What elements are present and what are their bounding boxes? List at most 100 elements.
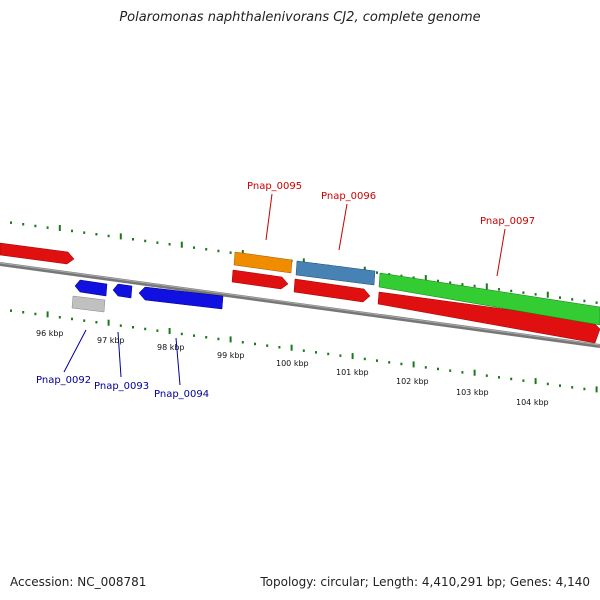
gene-label-pnap-0097[interactable]: Pnap_0097	[480, 216, 535, 227]
minor-tick	[205, 248, 208, 251]
minor-tick	[229, 251, 232, 254]
minor-tick	[412, 276, 415, 279]
genome-backbone	[0, 262, 600, 348]
minor-tick	[168, 243, 171, 246]
major-tick	[485, 283, 488, 290]
genome-summary-text: Topology: circular; Length: 4,410,291 bp…	[260, 575, 590, 589]
minor-tick	[571, 298, 574, 301]
gene-pnap-0094[interactable]	[138, 286, 224, 310]
gene-pnap-0095[interactable]	[233, 251, 293, 274]
minor-tick	[315, 351, 317, 354]
scale-label: 100 kbp	[276, 359, 309, 368]
major-tick	[302, 258, 305, 265]
reverse-feature-track	[71, 279, 224, 313]
gene-pnap-0096[interactable]	[295, 260, 376, 286]
minor-tick	[144, 327, 147, 331]
major-tick	[595, 386, 598, 393]
major-tick	[46, 311, 49, 318]
minor-tick	[571, 386, 574, 389]
inner-tick-track	[10, 309, 598, 393]
minor-tick	[376, 271, 378, 274]
gene-labels: Pnap_0095 Pnap_0096 Pnap_0097 Pnap_0092 …	[36, 181, 535, 400]
minor-tick	[132, 326, 134, 329]
minor-tick	[71, 317, 73, 321]
minor-tick	[437, 279, 439, 283]
minor-tick	[522, 379, 525, 382]
label-leaders	[63, 193, 506, 386]
major-tick	[473, 369, 476, 376]
minor-tick	[107, 234, 110, 238]
cds-feature[interactable]	[231, 269, 289, 290]
gene-label-pnap-0094[interactable]: Pnap_0094	[154, 389, 209, 400]
minor-tick	[498, 288, 500, 291]
scale-label: 98 kbp	[157, 343, 185, 352]
gene-label-pnap-0092[interactable]: Pnap_0092	[36, 375, 91, 386]
major-tick	[546, 291, 549, 298]
forward-feature-track	[233, 251, 600, 326]
minor-tick	[266, 344, 269, 347]
scale-label: 99 kbp	[217, 351, 245, 360]
major-tick	[119, 233, 122, 240]
minor-tick	[461, 371, 464, 374]
scale-label: 101 kbp	[336, 368, 369, 377]
major-tick	[290, 344, 293, 351]
minor-tick	[522, 291, 525, 294]
scale-label: 96 kbp	[36, 329, 64, 338]
minor-tick	[241, 341, 244, 344]
cds-feature[interactable]	[0, 242, 75, 265]
minor-tick	[144, 239, 147, 243]
minor-tick	[546, 382, 549, 386]
gene-pnap-0097[interactable]	[378, 272, 600, 326]
minor-tick	[278, 346, 281, 349]
minor-tick	[559, 296, 561, 299]
minor-tick	[424, 366, 427, 369]
scale-label: 102 kbp	[396, 377, 429, 386]
gene-pnap-0093[interactable]	[112, 283, 133, 299]
minor-tick	[217, 337, 220, 341]
minor-tick	[22, 311, 25, 314]
minor-tick	[510, 377, 513, 381]
minor-tick	[339, 354, 342, 357]
minor-tick	[180, 332, 183, 336]
minor-tick	[583, 299, 586, 303]
minor-tick	[449, 369, 452, 372]
minor-tick	[83, 231, 86, 234]
minor-tick	[583, 387, 586, 391]
minor-tick	[302, 349, 305, 352]
minor-tick	[193, 246, 195, 249]
scale-labels: 96 kbp 97 kbp 98 kbp 99 kbp 100 kbp 101 …	[36, 329, 549, 407]
minor-tick	[83, 319, 86, 322]
minor-tick	[327, 352, 330, 356]
map-title: Polaromonas naphthalenivorans CJ2, compl…	[119, 10, 481, 25]
minor-tick	[473, 284, 476, 288]
minor-tick	[254, 342, 256, 346]
forward-cds-track	[0, 242, 600, 344]
minor-tick	[498, 376, 500, 379]
minor-tick	[10, 309, 12, 312]
gene-label-pnap-0095[interactable]: Pnap_0095	[247, 181, 302, 192]
minor-tick	[217, 249, 220, 253]
cds-feature[interactable]	[293, 278, 371, 303]
gray-feature[interactable]	[71, 295, 106, 313]
scale-label: 104 kbp	[516, 398, 549, 407]
minor-tick	[34, 224, 37, 228]
minor-tick	[595, 301, 598, 304]
gene-pnap-0092[interactable]	[74, 279, 108, 297]
major-tick	[107, 319, 110, 326]
major-tick	[351, 353, 354, 360]
major-tick	[412, 361, 415, 368]
accession-text: Accession: NC_008781	[10, 575, 147, 589]
gene-label-pnap-0093[interactable]: Pnap_0093	[94, 381, 149, 392]
minor-tick	[363, 357, 366, 361]
minor-tick	[58, 316, 61, 319]
minor-tick	[156, 241, 159, 244]
minor-tick	[71, 229, 73, 233]
minor-tick	[510, 289, 513, 293]
major-tick	[534, 378, 537, 385]
gene-label-pnap-0096[interactable]: Pnap_0096	[321, 191, 376, 202]
minor-tick	[119, 324, 122, 327]
major-tick	[424, 275, 427, 282]
minor-tick	[205, 336, 208, 339]
minor-tick	[193, 334, 195, 337]
